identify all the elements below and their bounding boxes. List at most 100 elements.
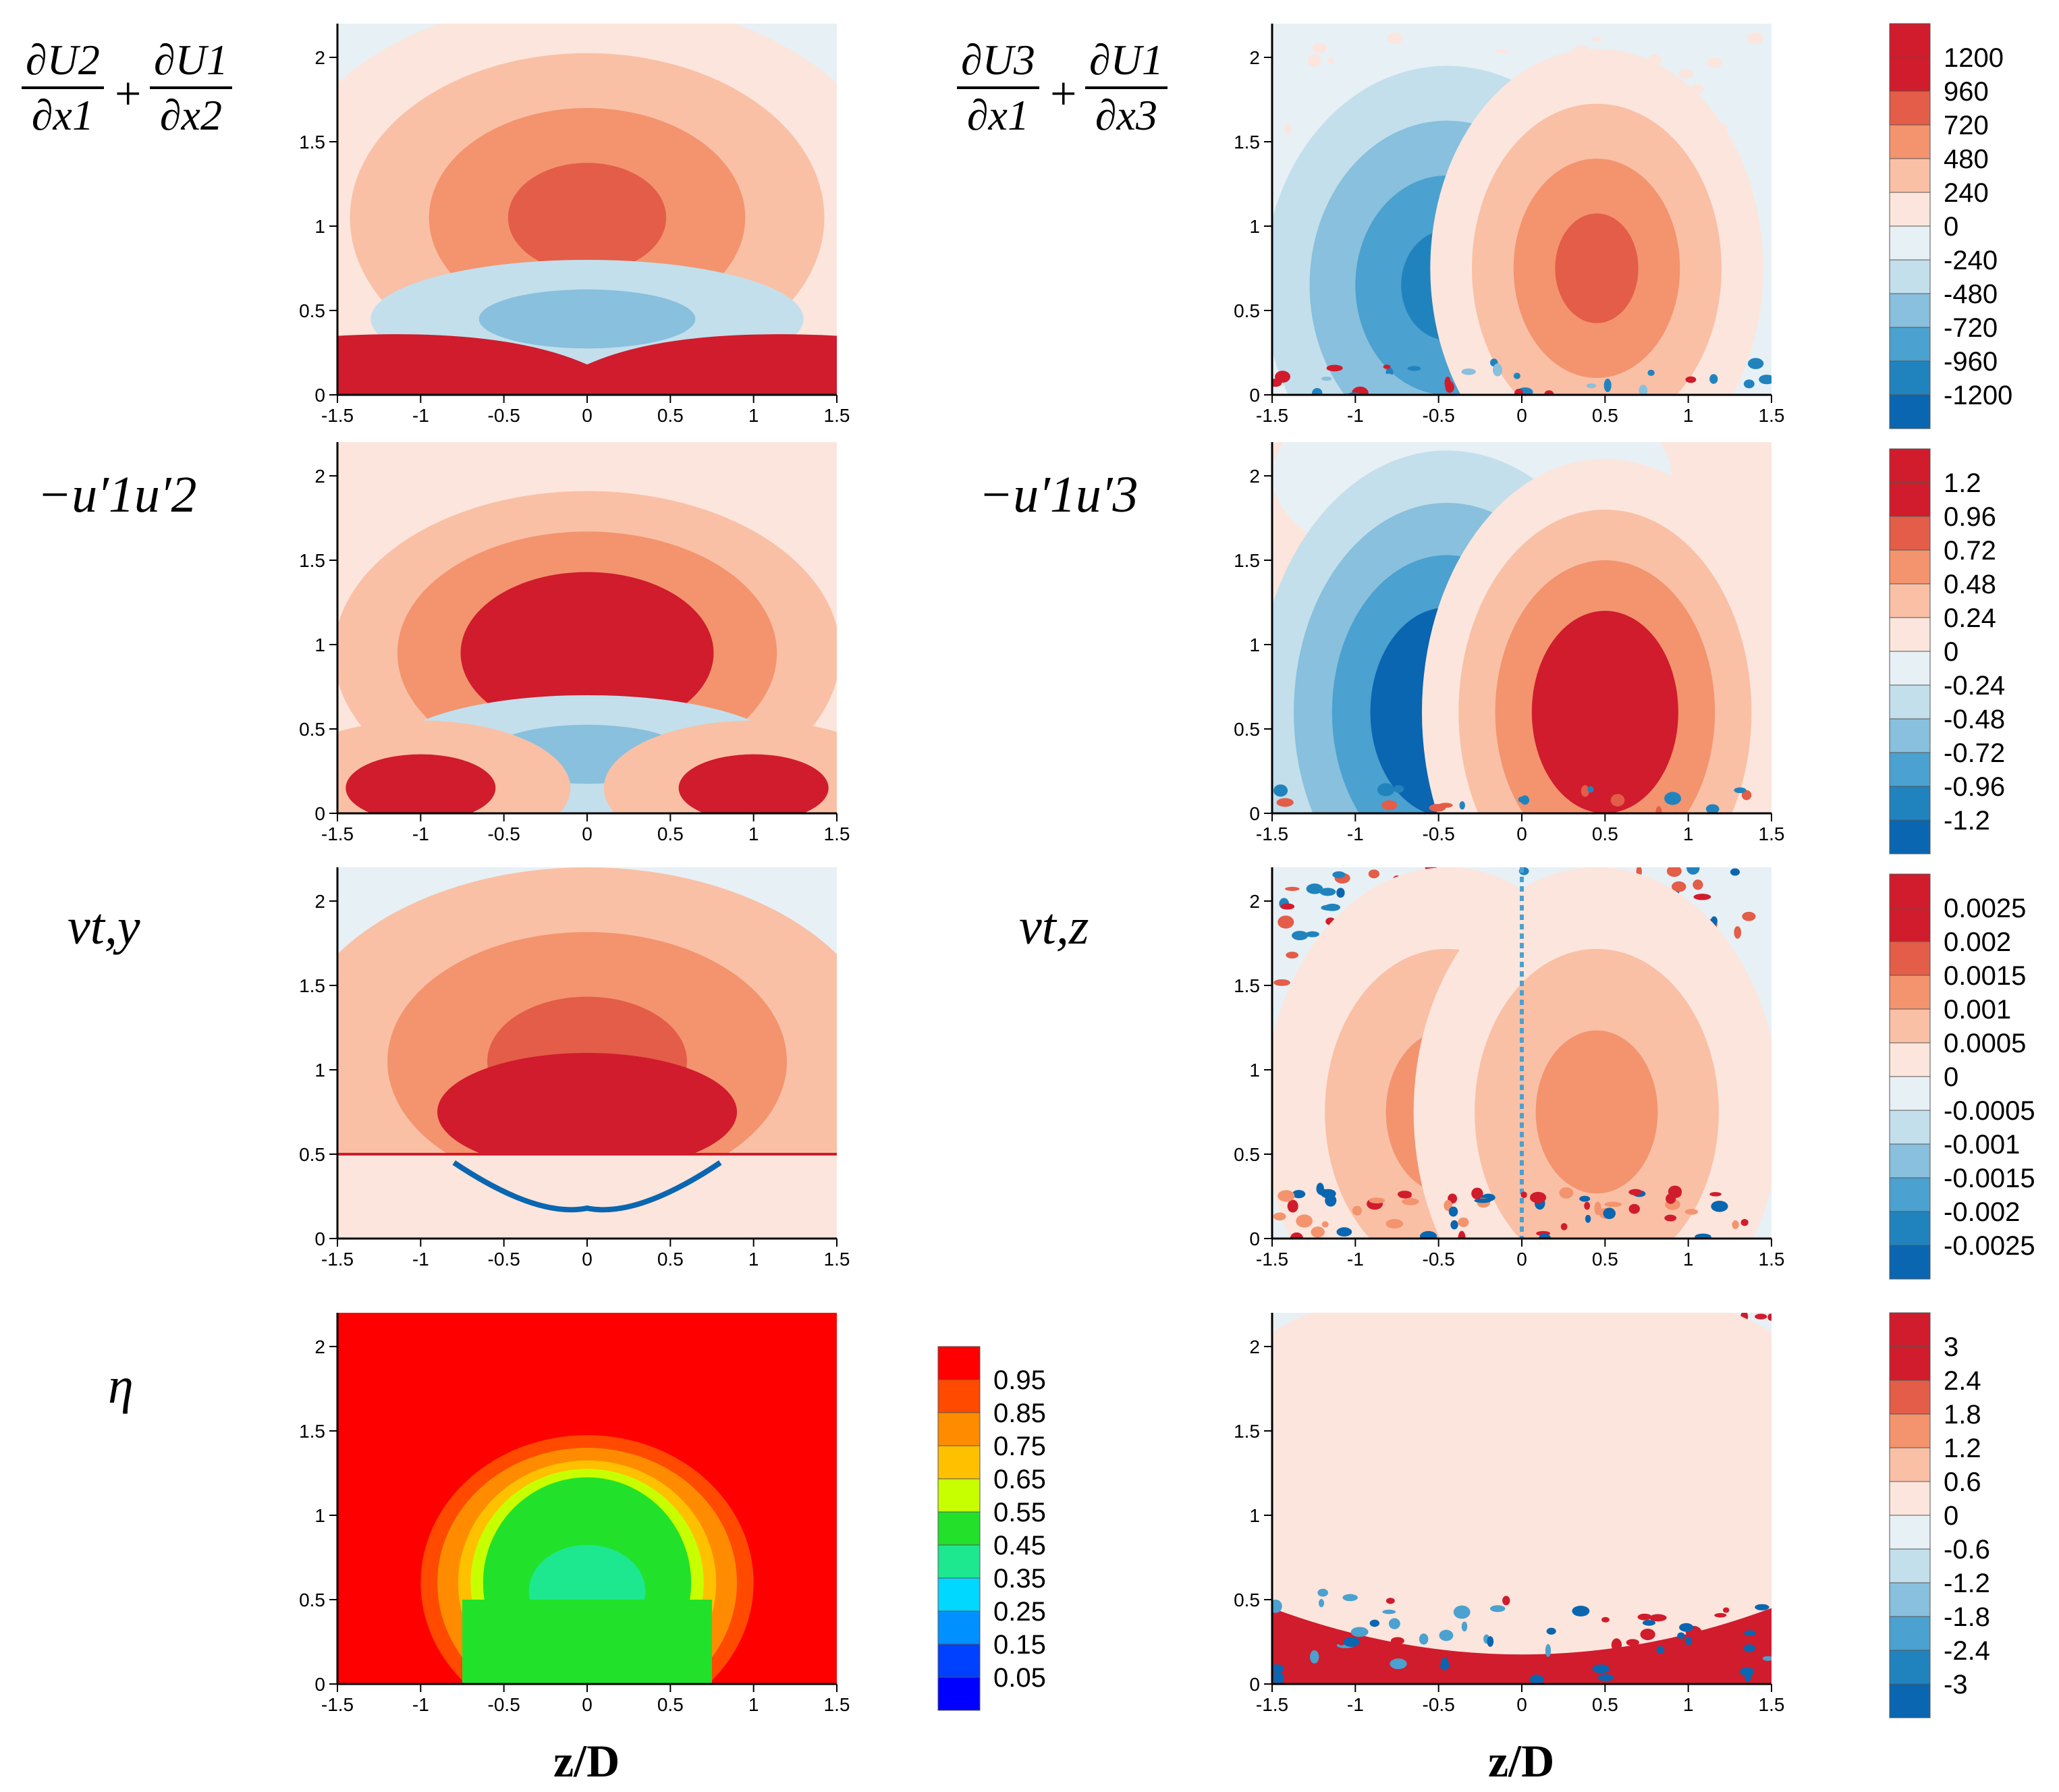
noise-speck: [1381, 800, 1398, 811]
noise-speck: [1352, 1205, 1363, 1216]
noise-speck: [1572, 1605, 1590, 1617]
x-tick-label: -1: [1347, 1694, 1364, 1715]
colorbar-swatch: [1889, 1211, 1931, 1246]
positive-lobe: [524, 612, 651, 694]
lower-arc: [452, 1160, 722, 1213]
noise-speck: [1388, 1618, 1400, 1629]
noise-speck: [1461, 368, 1476, 375]
noise-speck: [1749, 150, 1764, 156]
noise-speck: [1709, 1192, 1722, 1197]
colorbar-swatch: [1889, 23, 1931, 58]
label-numerator: ∂U1: [150, 34, 232, 89]
noise-speck: [1332, 871, 1346, 879]
noise-speck: [1385, 1598, 1395, 1604]
noise-speck: [1628, 1189, 1643, 1195]
colorbar-label: 1.8: [1944, 1400, 1981, 1430]
colorbar-swatch: [1889, 1650, 1931, 1685]
noise-speck: [1705, 804, 1720, 813]
noise-speck: [1626, 1639, 1639, 1646]
noise-speck: [1678, 69, 1694, 79]
noise-speck: [1601, 1617, 1610, 1623]
row3-left-label: νt,y: [67, 898, 140, 955]
noise-speck: [1338, 1639, 1346, 1646]
eta-contour: [462, 1600, 712, 1684]
colorbar-swatch: [937, 1677, 981, 1711]
noise-speck: [1677, 1632, 1685, 1639]
colorbar-swatch: [1889, 651, 1931, 686]
colorbar-label: -1.2: [1944, 1569, 1990, 1598]
noise-speck: [1385, 1219, 1404, 1229]
noise-speck: [1539, 1233, 1552, 1239]
noise-speck: [1730, 868, 1740, 876]
noise-speck: [1459, 801, 1465, 810]
noise-speck: [1597, 1674, 1614, 1681]
y-tick-label: 2: [1249, 466, 1260, 487]
colorbar-label: -720: [1944, 313, 1998, 343]
noise-speck: [1714, 1612, 1727, 1618]
contour-plot-r1-right: -1.5 -1 -0.5 0 0.5 1 1.5 0 0.5 1 1.5 2: [1234, 24, 1784, 426]
colorbar-label: -0.72: [1944, 738, 2005, 768]
x-tick-label: 1: [1683, 823, 1694, 844]
noise-speck: [1679, 1623, 1694, 1632]
noise-speck: [1742, 911, 1756, 921]
y-tick-label: 1.5: [299, 975, 325, 996]
noise-speck: [1369, 1619, 1380, 1627]
noise-speck: [1273, 1212, 1286, 1221]
x-tick-label: -1.5: [321, 1249, 354, 1270]
noise-speck: [1276, 798, 1294, 807]
colorbar-label: 0.002: [1944, 927, 2011, 957]
noise-speck: [1278, 1190, 1295, 1202]
x-tick-label: -0.5: [1423, 1249, 1455, 1270]
colorbar-label: -0.48: [1944, 705, 2005, 734]
x-axis-label-right: z/D: [1488, 1735, 1555, 1787]
contour-plot-r2-left: -1.5 -1 -0.5 0 0.5 1 1.5 0 0.5 1 1.5 2: [299, 442, 850, 844]
colorbar-swatch: [1889, 360, 1931, 396]
colorbar-swatch: [1889, 1042, 1931, 1077]
y-tick-label: 1.5: [1234, 975, 1260, 996]
negative-band: [478, 289, 696, 349]
noise-speck: [1685, 376, 1697, 383]
colorbar-swatch: [1889, 1447, 1931, 1482]
label-numerator: ∂U2: [22, 34, 104, 89]
x-tick-label: 1: [748, 1249, 759, 1270]
colorbar-eta: 0.95 0.85 0.75 0.65 0.55 0.45 0.350.250.150.05: [937, 1346, 1046, 1711]
y-tick-label: 1.5: [1234, 132, 1260, 153]
y-tick-label: 2: [314, 466, 325, 487]
noise-speck: [1611, 1638, 1622, 1652]
colorbar-label: -0.0015: [1944, 1164, 2035, 1193]
colorbar-swatch: [1889, 1548, 1931, 1583]
y-tick-label: 2: [1249, 1336, 1260, 1357]
colorbar-label: 0.001: [1944, 995, 2011, 1025]
noise-speck: [1747, 32, 1763, 45]
noise-speck: [1693, 894, 1711, 900]
noise-speck: [1709, 374, 1718, 384]
noise-speck: [1458, 1230, 1466, 1239]
noise-speck: [1581, 1668, 1595, 1675]
colorbar-label: -240: [1944, 246, 1998, 275]
y-tick-label: 2: [314, 47, 325, 68]
colorbar-r2: 1.2 0.96 0.72 0.48 0.24 0 -0.24 -0.48 -0.72 -0.96…: [1889, 448, 2005, 854]
colorbar-swatch: [1889, 786, 1931, 821]
noise-speck: [1544, 390, 1554, 395]
colorbar-swatch: [1889, 259, 1931, 294]
noise-speck: [1767, 1313, 1772, 1321]
colorbar-label: -0.6: [1944, 1535, 1990, 1565]
colorbar-label: 1.2: [1944, 1434, 1981, 1463]
y-tick-label: 2: [1249, 47, 1260, 68]
noise-speck: [1438, 803, 1453, 808]
colorbar-label: 0.45: [993, 1531, 1046, 1560]
plus-sign: +: [1050, 68, 1077, 120]
colorbar-swatch: [937, 1379, 981, 1413]
x-tick-label: 0.5: [657, 823, 684, 844]
noise-speck: [1604, 1201, 1622, 1207]
x-tick-label: 0: [582, 1694, 593, 1715]
noise-speck: [1273, 784, 1288, 797]
colorbar-label: 1200: [1944, 43, 2004, 73]
x-tick-label: -1.5: [1256, 823, 1288, 844]
noise-speck: [1664, 1214, 1677, 1222]
x-tick-label: 0.5: [657, 405, 684, 426]
y-tick-label: 1.5: [299, 550, 325, 571]
y-tick-label: 0.5: [1234, 1144, 1260, 1165]
colorbar-label: 0.0025: [1944, 894, 2026, 923]
noise-speck: [1640, 1628, 1655, 1641]
